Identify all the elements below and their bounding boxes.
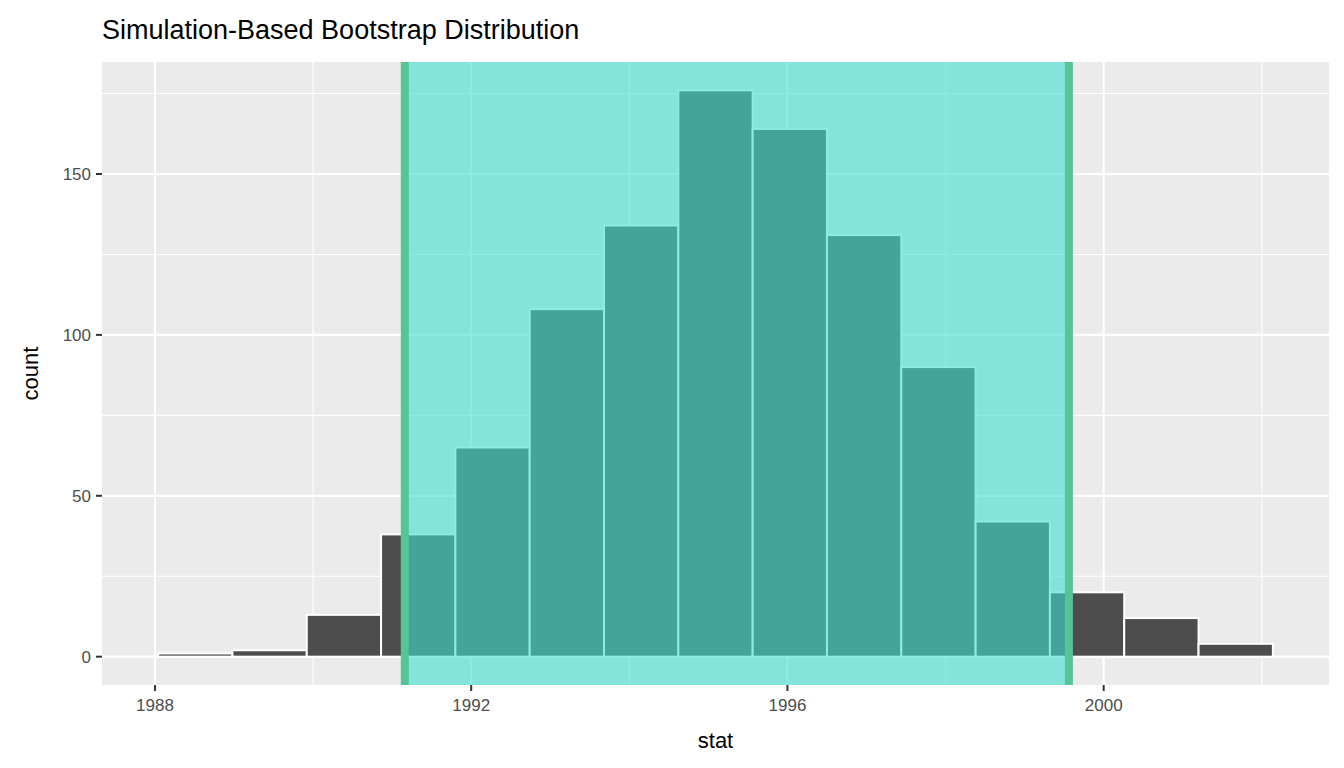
y-tick bbox=[96, 334, 102, 336]
histogram-bar bbox=[158, 653, 232, 656]
x-tick-label: 1996 bbox=[769, 696, 807, 715]
x-tick bbox=[154, 685, 156, 691]
axes: 1988 1992 1996 2000 0 50 100 150 bbox=[63, 165, 1123, 715]
plot-area bbox=[158, 62, 1273, 685]
y-tick-label: 0 bbox=[82, 648, 91, 667]
y-tick bbox=[96, 495, 102, 497]
chart: 1988 1992 1996 2000 0 50 100 150 stat count Simula… bbox=[0, 0, 1344, 768]
y-tick-label: 150 bbox=[63, 165, 91, 184]
y-tick bbox=[96, 656, 102, 658]
y-axis-title: count bbox=[18, 347, 43, 401]
y-tick bbox=[96, 173, 102, 175]
interval-shade bbox=[405, 62, 1069, 685]
minor-grid-x bbox=[1261, 62, 1262, 685]
histogram-bar bbox=[232, 650, 306, 656]
y-tick-label: 50 bbox=[72, 487, 91, 506]
histogram-bar bbox=[1199, 644, 1273, 657]
interval-endpoint bbox=[401, 62, 409, 685]
x-axis-title: stat bbox=[698, 728, 733, 753]
chart-title: Simulation-Based Bootstrap Distribution bbox=[102, 15, 579, 45]
panel bbox=[102, 62, 1329, 685]
histogram-bar bbox=[307, 615, 381, 657]
minor-grid-x bbox=[313, 62, 314, 685]
x-tick-label: 1992 bbox=[452, 696, 490, 715]
grid bbox=[102, 62, 1329, 685]
x-tick-label: 2000 bbox=[1085, 696, 1123, 715]
histogram-bar bbox=[1124, 618, 1198, 657]
x-tick bbox=[470, 685, 472, 691]
interval-endpoint bbox=[1065, 62, 1073, 685]
y-tick-label: 100 bbox=[63, 326, 91, 345]
x-tick bbox=[1103, 685, 1105, 691]
grid-x bbox=[154, 62, 156, 685]
x-tick-label: 1988 bbox=[136, 696, 174, 715]
x-tick bbox=[786, 685, 788, 691]
